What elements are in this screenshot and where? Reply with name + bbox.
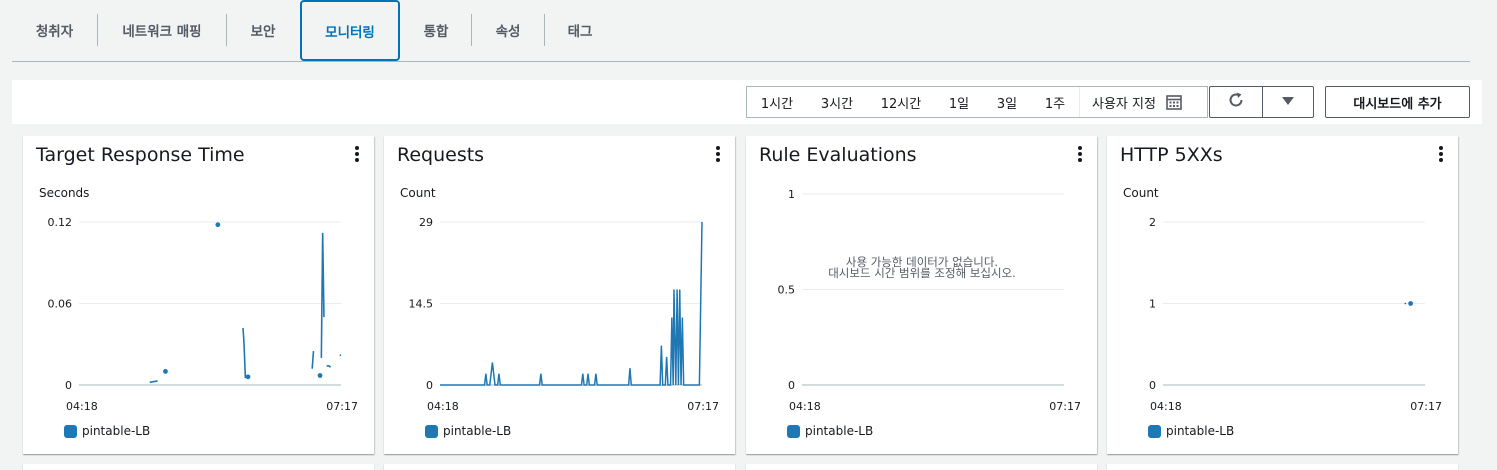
widget-title: Requests [397,144,485,166]
x-tick-label: 07:17 [1410,400,1442,413]
legend-label: pintable-LB [1166,424,1235,438]
more-options-icon[interactable] [354,146,360,162]
x-tick-label: 07:17 [1049,400,1081,413]
legend[interactable]: pintable-LB [1148,424,1234,438]
x-tick-label: 04:18 [789,400,821,413]
refresh-button[interactable] [1209,86,1263,118]
toolbar: 1시간 3시간 12시간 1일 3일 1주 사용자 지정 [12,80,1482,124]
no-data-message: 대시보드 시간 범위를 조정해 보십시오. [828,266,1016,280]
no-data-message: 사용 가능한 데이터가 없습니다. [846,255,998,269]
series-line [149,380,158,384]
range-option-2[interactable]: 12시간 [880,96,922,112]
legend[interactable]: pintable-LB [64,424,150,438]
series-line [242,327,247,379]
refresh-icon [1227,91,1245,113]
widget-next-row [23,464,374,470]
legend[interactable]: pintable-LB [425,424,511,438]
series-line [326,365,332,368]
y-tick-label: 0 [788,379,795,392]
tab-divider [226,14,227,46]
range-option-0[interactable]: 1시간 [760,96,794,112]
range-option-5[interactable]: 1주 [1044,96,1066,112]
series-line [311,350,315,369]
series-line [440,221,703,386]
widget-0: Target Response Time Seconds 0.12 0.06 0 04:1… [23,136,374,454]
more-options-icon[interactable] [1438,146,1444,162]
range-custom-label: 사용자 지정 [1092,96,1156,112]
y-tick-label: 0.06 [48,298,73,311]
y-tick-label: 0 [65,379,72,392]
y-tick-label: 0.5 [778,284,796,297]
refresh-options-dropdown[interactable] [1262,86,1314,118]
tab-divider [544,14,545,46]
series-line [320,232,325,358]
y-tick-label: 14.5 [409,298,434,311]
time-range-selector: 1시간 3시간 12시간 1일 3일 1주 사용자 지정 [746,86,1208,118]
y-axis-unit: Count [1123,186,1159,200]
tab-2[interactable]: 보안 [250,24,276,40]
widget-title: Target Response Time [36,144,245,166]
widget-title: HTTP 5XXs [1120,144,1223,166]
y-tick-label: 29 [419,216,433,229]
y-tick-label: 2 [1149,216,1156,229]
legend-label: pintable-LB [82,424,151,438]
widget-title: Rule Evaluations [759,144,917,166]
tab-1[interactable]: 네트워크 매핑 [122,24,202,40]
data-point [1404,302,1407,305]
legend-swatch [787,424,800,438]
legend-label: pintable-LB [443,424,512,438]
tab-0[interactable]: 청취자 [35,24,74,40]
widget-next-row [1107,464,1458,470]
data-point [317,373,323,378]
more-options-icon[interactable] [715,146,721,162]
y-tick-label: 1 [788,188,795,201]
add-to-dashboard-button[interactable]: 대시보드에 추가 [1325,86,1470,118]
chart: 29 14.5 0 04:18 07:17 [409,216,720,413]
chart: 1 0.5 0 04:18 07:17 사용 가능한 데이터가 없습니다.대시보드 시간 … [778,188,1082,413]
data-point [1408,301,1413,306]
range-option-1[interactable]: 3시간 [820,96,854,112]
tab-4[interactable]: 통합 [423,24,449,40]
x-tick-label: 07:17 [687,400,719,413]
widget-1: Requests Count 29 14.5 0 04:18 07:17 pintable-L… [384,136,735,454]
y-tick-label: 1 [1149,298,1156,311]
caret-down-icon [1282,95,1294,110]
x-tick-label: 04:18 [1150,400,1182,413]
widget-next-row [384,464,735,470]
tab-bar: 청취자 네트워크 매핑 보안 모니터링 통합 속성 태그 [12,0,1470,62]
range-custom[interactable]: 사용자 지정 [1079,87,1190,117]
x-tick-label: 04:18 [66,400,98,413]
y-tick-label: 0 [1149,379,1156,392]
y-tick-label: 0.12 [48,216,73,229]
calendar-icon [1166,94,1182,110]
legend[interactable]: pintable-LB [787,424,873,438]
data-point [245,374,251,380]
data-point [215,222,221,228]
widget-3: HTTP 5XXs Count 2 1 0 04:18 07:17 pintable-LB [1107,136,1458,454]
y-axis-unit: Count [400,186,436,200]
chart: 0.12 0.06 0 04:18 07:17 [48,216,359,413]
x-tick-label: 07:17 [326,400,358,413]
legend-swatch [64,424,77,438]
x-tick-label: 04:18 [427,400,459,413]
range-option-4[interactable]: 3일 [996,96,1018,112]
widget-next-row [746,464,1097,470]
range-option-3[interactable]: 1일 [948,96,970,112]
tab-6[interactable]: 태그 [567,24,593,40]
y-axis-unit: Seconds [39,186,90,200]
legend-label: pintable-LB [805,424,874,438]
widget-2: Rule Evaluations 1 0.5 0 04:18 07:17 사용 가능한 데이… [746,136,1097,454]
legend-swatch [1148,424,1161,438]
tab-divider [97,14,98,46]
tab-divider [471,14,472,46]
tab-5[interactable]: 속성 [495,24,521,40]
y-tick-label: 0 [426,379,433,392]
legend-swatch [425,424,438,438]
tab-3[interactable]: 모니터링 [300,0,400,61]
data-point [163,369,168,374]
chart: 2 1 0 04:18 07:17 [1149,216,1442,413]
more-options-icon[interactable] [1077,146,1083,162]
